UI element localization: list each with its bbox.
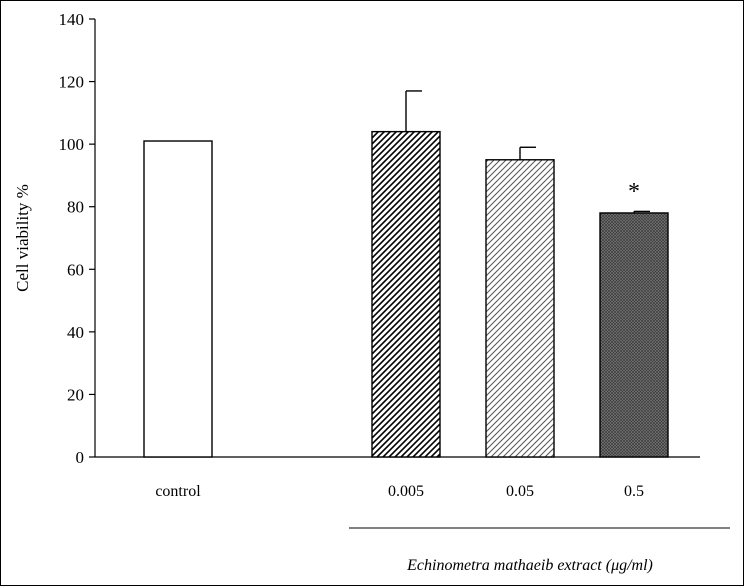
y-axis: 0 20 40 60 80 100 120 140 bbox=[59, 10, 96, 467]
bar-control bbox=[143, 140, 213, 458]
x-tick-label: 0.5 bbox=[624, 483, 644, 500]
y-tick-label: 0 bbox=[76, 448, 85, 467]
y-axis-title: Cell viability % bbox=[13, 184, 32, 292]
x-tick-label: control bbox=[155, 483, 201, 500]
x-group-title: Echinometra mathaeib extract (μg/ml) bbox=[406, 557, 653, 574]
error-bars: * bbox=[405, 90, 650, 213]
y-tick-label: 140 bbox=[59, 10, 85, 29]
bars bbox=[143, 130, 669, 458]
y-tick-label: 120 bbox=[59, 73, 85, 92]
x-tick-label: 0.005 bbox=[388, 483, 424, 500]
y-tick-label: 40 bbox=[67, 323, 84, 342]
y-tick-label: 20 bbox=[67, 385, 84, 404]
bar-0.005 bbox=[371, 130, 441, 458]
y-tick-label: 100 bbox=[59, 135, 85, 154]
y-tick-label: 60 bbox=[67, 260, 84, 279]
bar-0.5 bbox=[599, 212, 669, 458]
bar-0.05 bbox=[485, 159, 555, 458]
x-tick-label: 0.05 bbox=[506, 483, 534, 500]
category-labels: control 0.005 0.05 0.5 bbox=[155, 483, 644, 500]
y-tick-label: 80 bbox=[67, 198, 84, 217]
significance-marker: * bbox=[628, 179, 640, 205]
